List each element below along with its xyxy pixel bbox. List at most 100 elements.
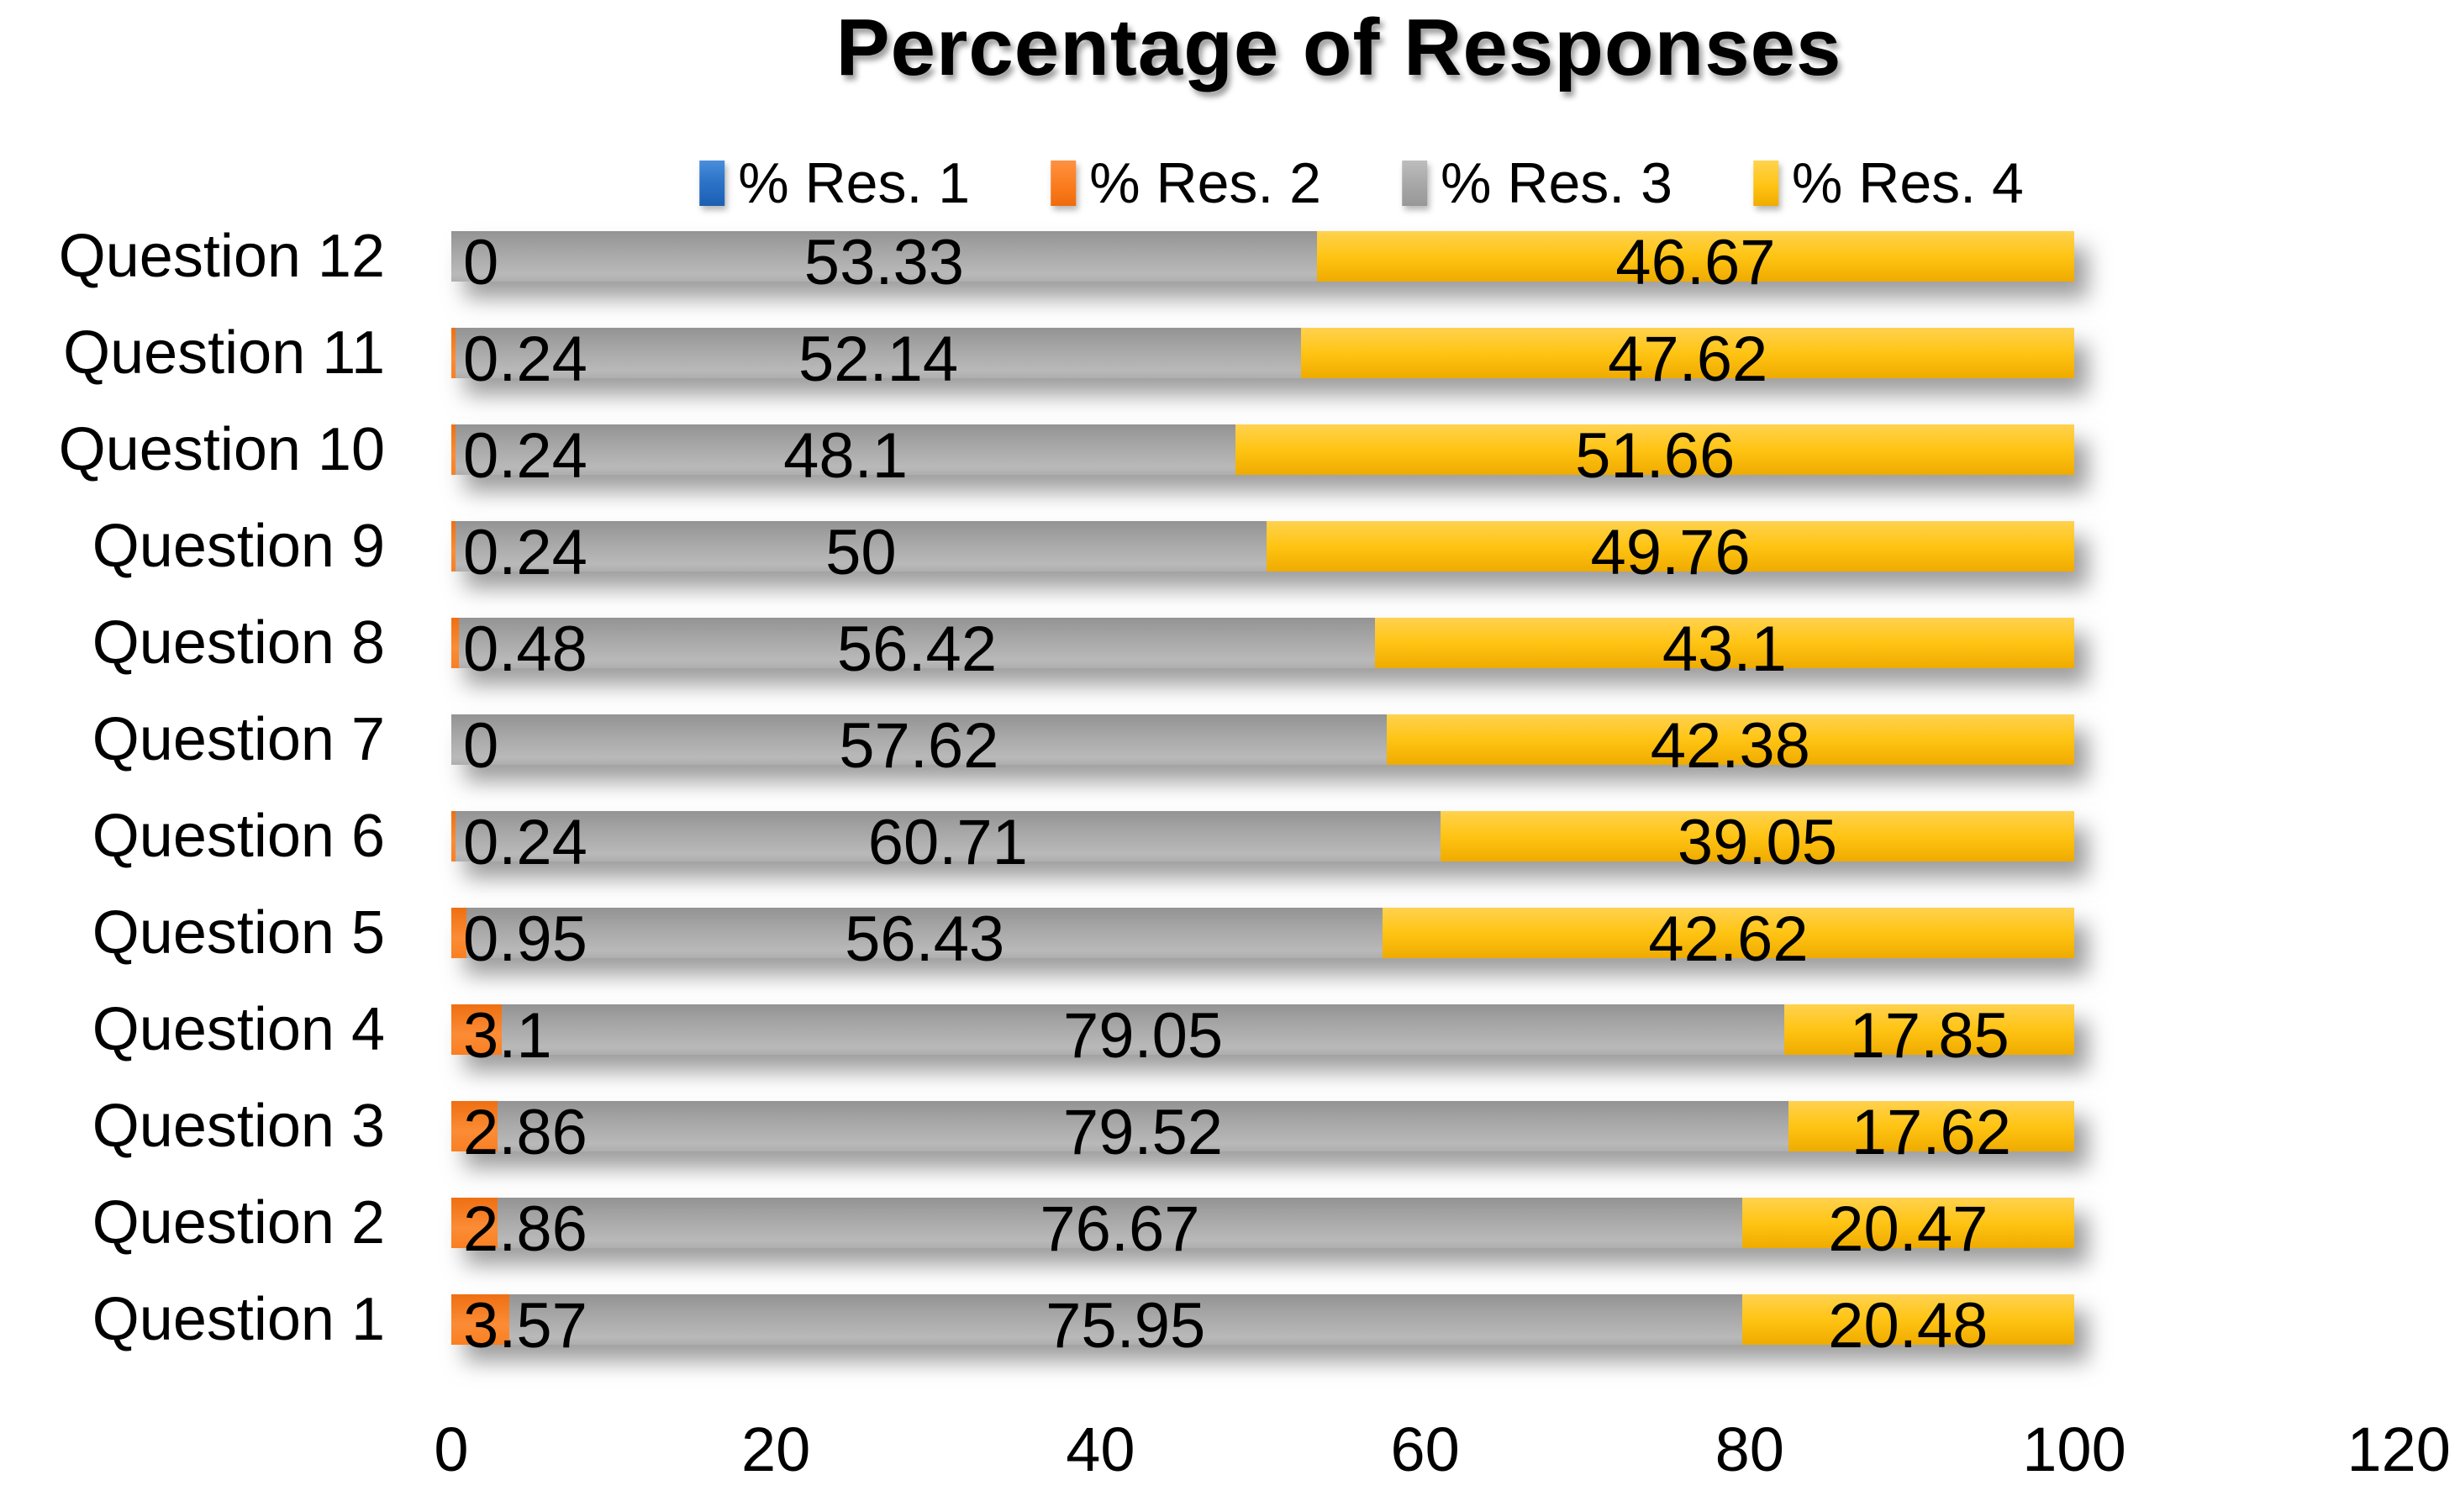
segment-res-4 xyxy=(1784,1004,2074,1055)
data-label-res-2: 3.1 xyxy=(463,1000,552,1072)
data-label-res-3: 76.67 xyxy=(1040,1193,1200,1265)
segment-res-3 xyxy=(455,328,1302,378)
category-label: Question 12 xyxy=(58,223,385,290)
bar-row: Question 8 0.48 56.42 43.1 xyxy=(0,613,2460,684)
bar-row: Question 7 0 57.62 42.38 xyxy=(0,709,2460,781)
x-axis: 0 20 40 60 80 100 120 xyxy=(0,1419,2460,1494)
segment-res-3 xyxy=(451,231,1317,282)
data-label-res-2: 0 xyxy=(463,227,499,298)
category-label: Question 3 xyxy=(92,1093,385,1160)
x-tick-label: 40 xyxy=(1066,1415,1135,1484)
data-label-res-2: 0.24 xyxy=(463,807,587,878)
x-tick-label: 120 xyxy=(2347,1415,2451,1484)
segment-res-4 xyxy=(1788,1101,2074,1151)
bar-row: Question 4 3.1 79.05 17.85 xyxy=(0,999,2460,1071)
segment-res-2 xyxy=(451,1004,502,1055)
segment-res-3 xyxy=(498,1198,1742,1248)
legend-swatch-res-4 xyxy=(1752,161,1778,206)
segment-res-2 xyxy=(451,521,456,572)
stacked-bar: 0.48 56.42 43.1 xyxy=(451,614,2074,684)
segment-res-4 xyxy=(1383,908,2074,958)
segment-res-4 xyxy=(1316,231,2074,282)
stacked-bar: 0.24 52.14 47.62 xyxy=(451,324,2074,394)
data-label-res-4: 42.38 xyxy=(1650,710,1810,782)
bar-row: Question 6 0.24 60.71 39.05 xyxy=(0,806,2460,877)
category-label: Question 2 xyxy=(92,1189,385,1256)
data-label-res-2: 0.24 xyxy=(463,324,587,395)
bar-row: Question 2 2.86 76.67 20.47 xyxy=(0,1193,2460,1264)
category-label: Question 11 xyxy=(63,319,385,387)
data-label-res-3: 53.33 xyxy=(803,227,964,298)
stacked-bar: 0 57.62 42.38 xyxy=(451,711,2074,781)
x-tick-label: 80 xyxy=(1715,1415,1784,1484)
stacked-bar: 0.24 48.1 51.66 xyxy=(451,421,2074,491)
data-label-res-3: 50 xyxy=(825,517,897,588)
data-label-res-3: 56.42 xyxy=(836,614,998,685)
segment-res-2 xyxy=(451,618,460,668)
data-label-res-3: 56.43 xyxy=(845,904,1005,975)
bar-row: Question 12 0 53.33 46.67 xyxy=(0,226,2460,298)
stacked-bar: 3.1 79.05 17.85 xyxy=(451,1001,2074,1071)
legend-swatch-res-2 xyxy=(1051,161,1077,206)
stacked-bar: 0.95 56.43 42.62 xyxy=(451,904,2074,974)
stacked-bar: 0.24 50 49.76 xyxy=(451,518,2074,587)
stacked-bar: 3.57 75.95 20.48 xyxy=(451,1291,2074,1361)
segment-res-3 xyxy=(508,1294,1742,1345)
legend-label-res-2: % Res. 2 xyxy=(1089,151,1321,215)
data-label-res-2: 0.48 xyxy=(463,614,587,685)
data-label-res-4: 46.67 xyxy=(1615,227,1776,298)
bar-row: Question 9 0.24 50 49.76 xyxy=(0,516,2460,587)
segment-res-3 xyxy=(455,521,1267,572)
x-tick-label: 60 xyxy=(1390,1415,1460,1484)
segment-res-2 xyxy=(451,908,467,958)
segment-res-3 xyxy=(455,811,1441,861)
segment-res-2 xyxy=(451,1198,498,1248)
stacked-bar: 2.86 76.67 20.47 xyxy=(451,1194,2074,1264)
data-label-res-4: 47.62 xyxy=(1608,324,1768,395)
bar-row: Question 11 0.24 52.14 47.62 xyxy=(0,323,2460,394)
legend-swatch-res-3 xyxy=(1402,161,1427,206)
stacked-bar: 2.86 79.52 17.62 xyxy=(451,1098,2074,1167)
segment-res-2 xyxy=(451,1101,498,1151)
legend-item-res-4: % Res. 4 xyxy=(1752,155,2024,212)
data-label-res-4: 42.62 xyxy=(1648,904,1809,975)
segment-res-3 xyxy=(501,1004,1785,1055)
bar-row: Question 1 3.57 75.95 20.48 xyxy=(0,1289,2460,1361)
data-label-res-4: 39.05 xyxy=(1677,807,1838,878)
data-label-res-4: 51.66 xyxy=(1575,420,1736,492)
category-label: Question 6 xyxy=(92,803,385,870)
segment-res-3 xyxy=(455,424,1236,475)
segment-res-4 xyxy=(1741,1294,2074,1345)
category-label: Question 10 xyxy=(58,416,385,483)
x-tick-label: 100 xyxy=(2022,1415,2126,1484)
data-label-res-2: 2.86 xyxy=(463,1097,587,1168)
data-label-res-3: 52.14 xyxy=(798,324,959,395)
data-label-res-4: 49.76 xyxy=(1590,517,1751,588)
data-label-res-4: 20.48 xyxy=(1828,1290,1989,1362)
segment-res-3 xyxy=(466,908,1383,958)
legend-item-res-2: % Res. 2 xyxy=(1051,155,1321,212)
legend-item-res-3: % Res. 3 xyxy=(1402,155,1672,212)
legend-swatch-res-1 xyxy=(699,161,725,206)
category-label: Question 9 xyxy=(92,513,385,580)
data-label-res-3: 48.1 xyxy=(783,420,908,492)
data-label-res-4: 20.47 xyxy=(1828,1193,1989,1265)
legend-label-res-3: % Res. 3 xyxy=(1441,151,1672,215)
stacked-bar: 0 53.33 46.67 xyxy=(451,228,2074,298)
segment-res-2 xyxy=(451,811,456,861)
data-label-res-3: 57.62 xyxy=(839,710,999,782)
stacked-bar: 0.24 60.71 39.05 xyxy=(451,808,2074,877)
category-label: Question 8 xyxy=(92,609,385,677)
x-tick-label: 0 xyxy=(434,1415,469,1484)
legend: % Res. 1 % Res. 2 % Res. 3 % Res. 4 xyxy=(699,155,2024,212)
bar-row: Question 3 2.86 79.52 17.62 xyxy=(0,1096,2460,1167)
data-label-res-2: 3.57 xyxy=(463,1290,587,1362)
segment-res-2 xyxy=(451,1294,509,1345)
category-label: Question 1 xyxy=(92,1286,385,1353)
data-label-res-4: 17.85 xyxy=(1849,1000,2010,1072)
legend-item-res-1: % Res. 1 xyxy=(699,155,970,212)
segment-res-4 xyxy=(1741,1198,2074,1248)
category-label: Question 5 xyxy=(92,899,385,967)
data-label-res-3: 60.71 xyxy=(867,807,1028,878)
data-label-res-4: 17.62 xyxy=(1851,1097,2011,1168)
